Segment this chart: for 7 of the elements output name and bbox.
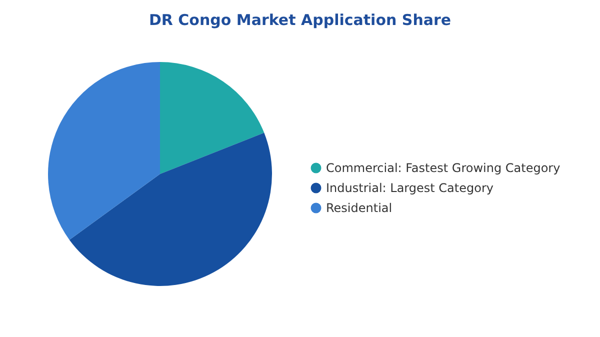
pie-slice (48, 62, 160, 240)
chart-title: DR Congo Market Application Share (148, 11, 452, 29)
legend-label: Residential (326, 201, 392, 215)
legend-label: Commercial: Fastest Growing Category (326, 161, 560, 175)
legend-label: Industrial: Largest Category (326, 181, 494, 195)
pie-slice (69, 132, 272, 286)
pie-slice (160, 62, 264, 174)
